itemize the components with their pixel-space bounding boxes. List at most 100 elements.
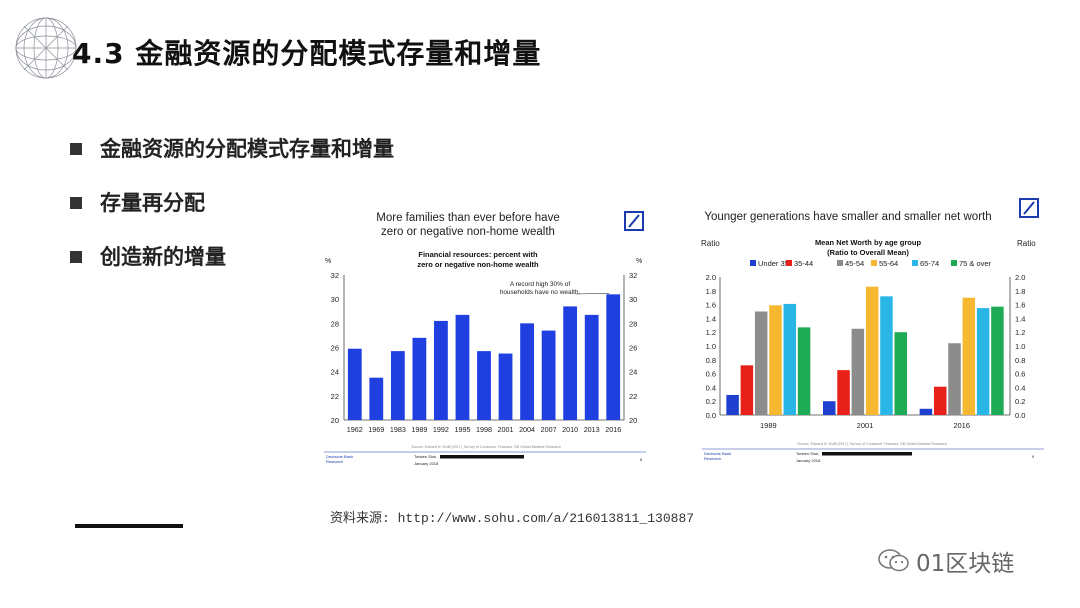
legend-label: 55-64 [879, 259, 898, 268]
chart-title-line: More families than ever before have [376, 212, 559, 224]
bullet-square-icon [70, 143, 82, 155]
y-tick-label: 0.0 [706, 411, 716, 420]
x-tick-label: 1989 [411, 425, 427, 434]
bar [390, 351, 405, 420]
footer-page: 8 [640, 457, 643, 462]
annotation-arrow [575, 293, 610, 295]
y-tick-label-right: 1.8 [1015, 287, 1025, 296]
annotation-text: A record high 30% of [510, 281, 571, 288]
y-axis-unit-left: % [325, 258, 331, 265]
y-tick-label-right: 1.0 [1015, 342, 1025, 351]
bar [837, 370, 850, 415]
y-tick-label: 28 [331, 319, 339, 328]
bar [563, 306, 578, 420]
y-tick-label: 22 [331, 392, 339, 401]
bar [520, 323, 534, 420]
y-tick-label-right: 1.6 [1015, 301, 1025, 310]
y-tick-label: 0.2 [706, 397, 716, 406]
bar [823, 401, 836, 415]
footer-org: Deutsche Bank [704, 451, 731, 456]
x-tick-label: 2016 [953, 421, 970, 430]
bar [933, 386, 947, 415]
footer-author: Torsten Slok, [414, 454, 437, 459]
legend-swatch [750, 260, 756, 266]
legend-label: 35-44 [794, 259, 813, 268]
chart-subtitle-line: (Ratio to Overall Mean) [827, 248, 909, 257]
bar [498, 353, 513, 420]
y-tick-label-right: 30 [629, 295, 637, 304]
x-tick-label: 1989 [760, 421, 777, 430]
bar [412, 337, 427, 420]
bar [797, 327, 811, 415]
footer-org: Deutsche Bank [326, 454, 353, 459]
bar [991, 306, 1004, 415]
y-tick-label-right: 0.4 [1015, 383, 1025, 392]
chart-panel-net-worth: Younger generations have smaller and sma… [698, 198, 1050, 468]
y-tick-label: 0.6 [706, 370, 716, 379]
chart-source-note: Source: Edward N. Wolff (2017), Survey o… [797, 442, 946, 446]
y-tick-label-right: 28 [629, 319, 637, 328]
bar [477, 351, 491, 420]
y-tick-label-right: 2.0 [1015, 273, 1025, 282]
chart-title-line: zero or negative non-home wealth [381, 226, 555, 238]
bar [919, 408, 933, 415]
y-tick-label-right: 1.2 [1015, 328, 1025, 337]
footer-date: January 2018 [796, 458, 821, 463]
bar-chart-net-worth: Younger generations have smaller and sma… [701, 198, 1044, 463]
chart-title: Younger generations have smaller and sma… [704, 211, 991, 223]
bar [740, 365, 754, 415]
bar [369, 377, 384, 420]
bar [894, 332, 907, 415]
footer-author: Torsten Slok, [796, 451, 819, 456]
bar [455, 314, 470, 420]
y-axis-unit-right: Ratio [1017, 239, 1036, 248]
legend-swatch [786, 260, 792, 266]
x-tick-label: 2013 [584, 425, 600, 434]
y-tick-label-right: 22 [629, 392, 637, 401]
footer-org: Research [326, 459, 343, 464]
y-tick-label: 2.0 [706, 273, 716, 282]
y-axis-unit-left: Ratio [701, 239, 720, 248]
legend-swatch [837, 260, 843, 266]
bullet-item: 金融资源的分配模式存量和增量 [70, 130, 394, 184]
x-tick-label: 1962 [347, 425, 363, 434]
y-tick-label-right: 0.6 [1015, 370, 1025, 379]
y-tick-label-right: 20 [629, 416, 637, 425]
legend-label: 75 & over [959, 259, 992, 268]
bar [948, 343, 961, 415]
y-tick-label-right: 0.8 [1015, 356, 1025, 365]
y-tick-label-right: 26 [629, 344, 637, 353]
bullet-square-icon [70, 197, 82, 209]
y-tick-label: 30 [331, 295, 339, 304]
x-tick-label: 1992 [433, 425, 449, 434]
footer-date: January 2018 [414, 461, 439, 466]
bar [976, 308, 990, 415]
bar [434, 320, 448, 420]
wechat-icon [878, 549, 909, 572]
x-tick-label: 2001 [498, 425, 514, 434]
legend-label: 65-74 [920, 259, 939, 268]
watermark: 01区块链 [878, 544, 1014, 578]
bar [962, 297, 976, 415]
y-tick-label: 20 [331, 416, 339, 425]
bar [584, 314, 599, 420]
footer-org: Research [704, 456, 721, 461]
y-tick-label-right: 32 [629, 271, 637, 280]
bar [347, 348, 362, 420]
y-tick-label: 24 [331, 368, 339, 377]
source-citation: 资料来源: http://www.sohu.com/a/216013811_13… [330, 511, 695, 526]
x-tick-label: 1998 [476, 425, 492, 434]
bar-chart-families: More families than ever before have zero… [324, 211, 646, 466]
bar [769, 305, 782, 415]
y-tick-label: 32 [331, 271, 339, 280]
legend-swatch [951, 260, 957, 266]
chart-subtitle-line: Mean Net Worth by age group [815, 238, 922, 247]
bar [880, 296, 893, 415]
chart-subtitle-line: zero or negative non-home wealth [417, 260, 539, 269]
decorative-underline [75, 524, 183, 528]
x-tick-label: 2004 [519, 425, 535, 434]
y-tick-label: 1.6 [706, 301, 716, 310]
annotation-text: households have no wealth. [500, 289, 581, 296]
bullet-item: 创造新的增量 [70, 238, 394, 292]
bar [726, 394, 739, 415]
